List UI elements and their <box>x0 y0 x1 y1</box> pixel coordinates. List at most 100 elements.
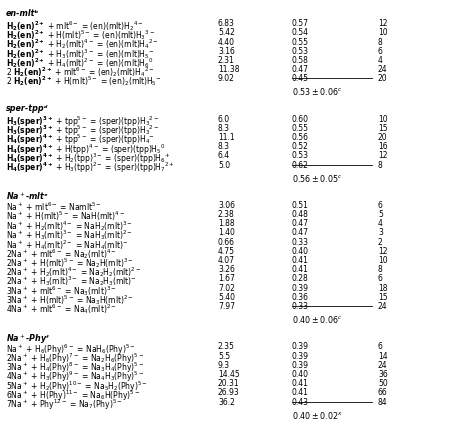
Text: 6: 6 <box>378 274 383 284</box>
Text: 7Na$^+$ + Phy$^{12-}$ = Na$_7$(Phy)$^{5-}$: 7Na$^+$ + Phy$^{12-}$ = Na$_7$(Phy)$^{5-… <box>6 398 123 412</box>
Text: $\mathbf{H_2(en)^{2+}}$ + H$_2$(mlt)$^{4-}$ = (en)(mlt)H$_4$$^{2-}$: $\mathbf{H_2(en)^{2+}}$ + H$_2$(mlt)$^{4… <box>6 38 159 51</box>
Text: 0.33: 0.33 <box>292 238 309 247</box>
Text: 3.26: 3.26 <box>218 265 235 274</box>
Text: 8: 8 <box>378 161 383 170</box>
Text: 0.41: 0.41 <box>292 256 309 265</box>
Text: 6.4: 6.4 <box>218 151 230 160</box>
Text: 9.02: 9.02 <box>218 74 235 83</box>
Text: 0.43: 0.43 <box>292 398 309 406</box>
Text: 0.58: 0.58 <box>292 56 309 65</box>
Text: $0.53 \pm 0.06^c$: $0.53 \pm 0.06^c$ <box>292 86 343 97</box>
Text: 0.45: 0.45 <box>292 74 309 83</box>
Text: 2Na$^+$ + H(mlt)$^{5-}$ = Na$_2$H(mlt)$^{3-}$: 2Na$^+$ + H(mlt)$^{5-}$ = Na$_2$H(mlt)$^… <box>6 256 134 270</box>
Text: 24: 24 <box>378 302 388 311</box>
Text: 2 $\mathbf{H_2(en)^{2+}}$ + H(mlt)$^{5-}$ = (en)$_2$(mlt)H$_5$$^{-}$: 2 $\mathbf{H_2(en)^{2+}}$ + H(mlt)$^{5-}… <box>6 74 162 88</box>
Text: 4Na$^+$ + H$_3$(Phy)$^{9-}$ = Na$_4$H$_3$(Phy)$^{5-}$: 4Na$^+$ + H$_3$(Phy)$^{9-}$ = Na$_4$H$_3… <box>6 370 144 384</box>
Text: $\mathbf{H_2(en)^{2+}}$ + H$_3$(mlt)$^{3-}$ = (en)(mlt)H$_5$$^{-}$: $\mathbf{H_2(en)^{2+}}$ + H$_3$(mlt)$^{3… <box>6 47 155 61</box>
Text: 0.47: 0.47 <box>292 219 309 228</box>
Text: $\mathbf{H_3(sper)^{3+}}$ + tpp$^{5-}$ = (sper)(tpp)H$_3$$^{2-}$: $\mathbf{H_3(sper)^{3+}}$ + tpp$^{5-}$ =… <box>6 124 159 138</box>
Text: 3Na$^+$ + mlt$^{6-}$ = Na$_3$(mlt)$^{3-}$: 3Na$^+$ + mlt$^{6-}$ = Na$_3$(mlt)$^{3-}… <box>6 284 117 298</box>
Text: 3.06: 3.06 <box>218 201 235 210</box>
Text: 6.0: 6.0 <box>218 115 230 124</box>
Text: 36.2: 36.2 <box>218 398 235 406</box>
Text: 0.53: 0.53 <box>292 47 309 56</box>
Text: 0.56: 0.56 <box>292 133 309 142</box>
Text: 0.28: 0.28 <box>292 274 309 284</box>
Text: 4.07: 4.07 <box>218 256 235 265</box>
Text: 4: 4 <box>378 56 383 65</box>
Text: $0.56 \pm 0.05^c$: $0.56 \pm 0.05^c$ <box>292 173 343 184</box>
Text: 11.1: 11.1 <box>218 133 235 142</box>
Text: 0.54: 0.54 <box>292 28 309 37</box>
Text: Na$^+$ + H(mlt)$^{5-}$ = NaH(mlt)$^{4-}$: Na$^+$ + H(mlt)$^{5-}$ = NaH(mlt)$^{4-}$ <box>6 210 125 224</box>
Text: 0.39: 0.39 <box>292 342 309 352</box>
Text: 20.31: 20.31 <box>218 379 240 388</box>
Text: 4.40: 4.40 <box>218 38 235 46</box>
Text: 20: 20 <box>378 133 388 142</box>
Text: 5: 5 <box>378 210 383 219</box>
Text: 3Na$^+$ + H(mlt)$^{5-}$ = Na$_3$H(mlt)$^{2-}$: 3Na$^+$ + H(mlt)$^{5-}$ = Na$_3$H(mlt)$^… <box>6 293 134 307</box>
Text: 2Na$^+$ + H$_3$(mlt)$^{3-}$ = Na$_2$H$_3$(mlt)$^{-}$: 2Na$^+$ + H$_3$(mlt)$^{3-}$ = Na$_2$H$_3… <box>6 274 137 288</box>
Text: 6: 6 <box>378 201 383 210</box>
Text: 1.67: 1.67 <box>218 274 235 284</box>
Text: 50: 50 <box>378 379 388 388</box>
Text: 15: 15 <box>378 293 388 302</box>
Text: 6: 6 <box>378 342 383 352</box>
Text: 10: 10 <box>378 115 388 124</box>
Text: $\mathbf{H_3(sper)^{3+}}$ + tpp$^{5-}$ = (sper)(tpp)H$_3$$^{2-}$: $\mathbf{H_3(sper)^{3+}}$ + tpp$^{5-}$ =… <box>6 115 159 129</box>
Text: 0.39: 0.39 <box>292 361 309 370</box>
Text: 6.83: 6.83 <box>218 19 235 28</box>
Text: $\mathbf{H_2(en)^{2+}}$ + H(mlt)$^{5-}$ = (en)(mlt)H$_3$$^{3-}$: $\mathbf{H_2(en)^{2+}}$ + H(mlt)$^{5-}$ … <box>6 28 155 42</box>
Text: 0.51: 0.51 <box>292 201 309 210</box>
Text: 0.41: 0.41 <box>292 379 309 388</box>
Text: 0.60: 0.60 <box>292 115 309 124</box>
Text: 14: 14 <box>378 352 388 360</box>
Text: $\mathbf{H_4(sper)^{4+}}$ + H$_3$(tpp)$^{2-}$ = (sper)(tpp)H$_7$$^{2+}$: $\mathbf{H_4(sper)^{4+}}$ + H$_3$(tpp)$^… <box>6 161 174 175</box>
Text: 66: 66 <box>378 388 388 398</box>
Text: 0.41: 0.41 <box>292 388 309 398</box>
Text: Na$^+$-Phyᶠ: Na$^+$-Phyᶠ <box>6 332 50 346</box>
Text: 14.45: 14.45 <box>218 370 240 379</box>
Text: 0.55: 0.55 <box>292 38 309 46</box>
Text: 36: 36 <box>378 370 388 379</box>
Text: 0.53: 0.53 <box>292 151 309 160</box>
Text: 8: 8 <box>378 265 383 274</box>
Text: $0.40 \pm 0.02^x$: $0.40 \pm 0.02^x$ <box>292 409 343 420</box>
Text: 4: 4 <box>378 219 383 228</box>
Text: 2Na$^+$ + mlt$^{6-}$ = Na$_2$(mlt)$^{4-}$: 2Na$^+$ + mlt$^{6-}$ = Na$_2$(mlt)$^{4-}… <box>6 247 117 261</box>
Text: 6Na$^+$ + H(Phy)$^{11-}$ = Na$_6$H(Phy)$^{5-}$: 6Na$^+$ + H(Phy)$^{11-}$ = Na$_6$H(Phy)$… <box>6 388 140 403</box>
Text: 24: 24 <box>378 361 388 370</box>
Text: sper-tppᵈ: sper-tppᵈ <box>6 105 48 114</box>
Text: 2Na$^+$ + H$_6$(Phy)$^{7-}$ = Na$_2$H$_6$(Phy)$^{5-}$: 2Na$^+$ + H$_6$(Phy)$^{7-}$ = Na$_2$H$_6… <box>6 352 144 366</box>
Text: $\mathbf{H_2(en)^{2+}}$ + mlt$^{6-}$ = (en)(mlt)H$_2$$^{4-}$: $\mathbf{H_2(en)^{2+}}$ + mlt$^{6-}$ = (… <box>6 19 144 33</box>
Text: 0.57: 0.57 <box>292 19 309 28</box>
Text: 12: 12 <box>378 19 388 28</box>
Text: 2.38: 2.38 <box>218 210 235 219</box>
Text: 20: 20 <box>378 74 388 83</box>
Text: 8.3: 8.3 <box>218 142 230 151</box>
Text: Na$^+$ + H$_2$(mlt)$^{4-}$ = NaH$_2$(mlt)$^{3-}$: Na$^+$ + H$_2$(mlt)$^{4-}$ = NaH$_2$(mlt… <box>6 219 133 233</box>
Text: Na$^+$ + H$_4$(mlt)$^{2-}$ = NaH$_4$(mlt)$^{-}$: Na$^+$ + H$_4$(mlt)$^{2-}$ = NaH$_4$(mlt… <box>6 238 128 252</box>
Text: 26.93: 26.93 <box>218 388 240 398</box>
Text: $\mathbf{H_4(sper)^{4+}}$ + tpp$^{5-}$ = (sper)(tpp)H$_4$$^{-}$: $\mathbf{H_4(sper)^{4+}}$ + tpp$^{5-}$ =… <box>6 133 155 147</box>
Text: 5Na$^+$ + H$_2$(Phy)$^{10-}$ = Na$_5$H$_2$(Phy)$^{5-}$: 5Na$^+$ + H$_2$(Phy)$^{10-}$ = Na$_5$H$_… <box>6 379 147 394</box>
Text: 9.3: 9.3 <box>218 361 230 370</box>
Text: 0.36: 0.36 <box>292 293 309 302</box>
Text: en-mltᵇ: en-mltᵇ <box>6 9 39 18</box>
Text: $\mathbf{H_4(sper)^{4+}}$ + H$_2$(tpp)$^{3-}$ = (sper)(tpp)H$_6$$^{+}$: $\mathbf{H_4(sper)^{4+}}$ + H$_2$(tpp)$^… <box>6 151 170 166</box>
Text: 0.33: 0.33 <box>292 302 309 311</box>
Text: 2.35: 2.35 <box>218 342 235 352</box>
Text: 4Na$^+$ + mlt$^{6-}$ = Na$_4$(mlt)$^{2-}$: 4Na$^+$ + mlt$^{6-}$ = Na$_4$(mlt)$^{2-}… <box>6 302 117 316</box>
Text: Na$^+$-mltᵉ: Na$^+$-mltᵉ <box>6 191 49 203</box>
Text: 0.48: 0.48 <box>292 210 309 219</box>
Text: 5.40: 5.40 <box>218 293 235 302</box>
Text: 0.47: 0.47 <box>292 228 309 238</box>
Text: 5.0: 5.0 <box>218 161 230 170</box>
Text: 10: 10 <box>378 28 388 37</box>
Text: 10: 10 <box>378 256 388 265</box>
Text: 0.40: 0.40 <box>292 247 309 256</box>
Text: 3.16: 3.16 <box>218 47 235 56</box>
Text: 2Na$^+$ + H$_2$(mlt)$^{4-}$ = Na$_2$H$_2$(mlt)$^{2-}$: 2Na$^+$ + H$_2$(mlt)$^{4-}$ = Na$_2$H$_2… <box>6 265 141 279</box>
Text: 0.55: 0.55 <box>292 124 309 133</box>
Text: 0.40: 0.40 <box>292 370 309 379</box>
